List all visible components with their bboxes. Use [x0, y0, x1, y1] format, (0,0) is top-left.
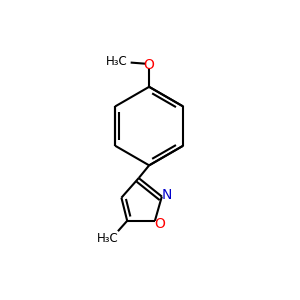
Text: H₃C: H₃C — [97, 232, 119, 244]
Text: N: N — [162, 188, 172, 203]
Text: O: O — [154, 217, 165, 231]
Text: O: O — [144, 58, 154, 72]
Text: H₃C: H₃C — [105, 55, 127, 68]
